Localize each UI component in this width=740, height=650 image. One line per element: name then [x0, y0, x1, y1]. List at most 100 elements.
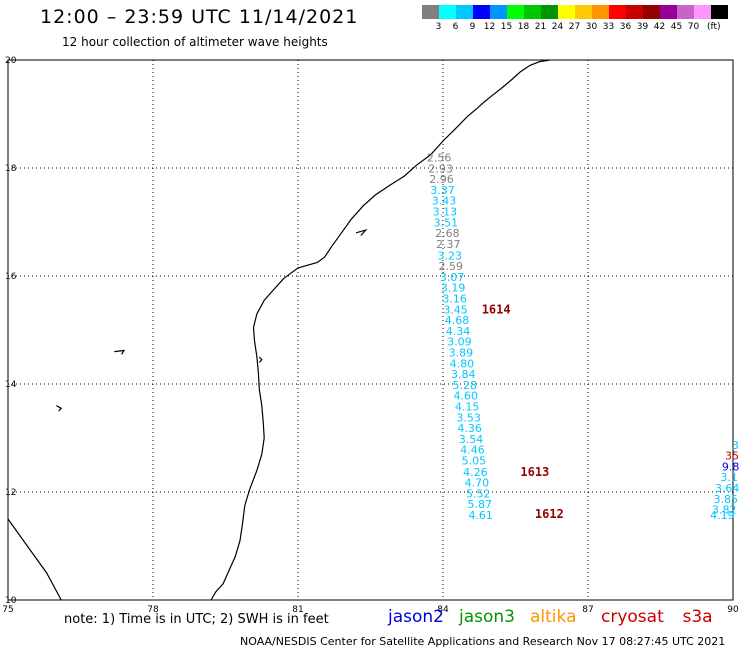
scale-swatch	[473, 5, 490, 19]
wave-height-label: 3	[732, 439, 739, 452]
scale-label: 27	[568, 22, 581, 32]
x-tick-label: 84	[437, 605, 449, 615]
scale-swatch	[558, 5, 575, 19]
scale-swatch	[677, 5, 694, 19]
scale-swatch	[694, 5, 711, 19]
wave-height-label: 2.93	[428, 162, 453, 175]
wave-height-label: 3.54	[459, 433, 484, 446]
scale-swatch	[422, 5, 439, 19]
wave-height-label: 3.82	[712, 504, 737, 517]
scale-label: 45	[670, 22, 683, 32]
wave-height-label: 3.84	[451, 368, 476, 381]
scale-label: 36	[619, 22, 632, 32]
wave-height-label: 9.8	[722, 460, 740, 473]
wave-height-label: 4.80	[450, 357, 475, 370]
wave-height-label: 3.51	[434, 216, 459, 229]
wave-height-label: 2.68	[435, 227, 460, 240]
pass-time-label: 1613	[520, 465, 549, 479]
y-tick-label: 10	[5, 596, 17, 606]
wave-height-label: 2.37	[436, 238, 461, 251]
scale-label: 24	[551, 22, 564, 32]
wave-height-label: 3.23	[438, 249, 463, 262]
wave-height-label: 4.61	[468, 509, 493, 522]
wave-height-label: 2.96	[429, 173, 454, 186]
map-title: 12:00 – 23:59 UTC 11/14/2021	[40, 6, 359, 28]
y-tick-label: 16	[5, 272, 17, 282]
coastline	[56, 405, 63, 412]
wave-height-label: 4.46	[460, 444, 485, 457]
scale-label: 9	[469, 22, 476, 32]
scale-swatch	[524, 5, 541, 19]
x-tick-label: 81	[292, 605, 303, 615]
coastline	[7, 518, 62, 601]
legend-item-jason2: jason2	[388, 607, 444, 627]
wave-height-label: 35	[725, 450, 739, 463]
wave-height-label: 3.85	[714, 493, 739, 506]
scale-swatch	[456, 5, 473, 19]
wave-height-label: 4.70	[465, 477, 490, 490]
scale-swatch	[609, 5, 626, 19]
y-tick-label: 20	[5, 56, 17, 66]
y-tick-label: 14	[5, 380, 17, 390]
y-tick-label: 12	[5, 488, 16, 498]
wave-height-label: 2.56	[427, 152, 452, 165]
scale-label: 18	[517, 22, 530, 32]
scale-label: 12	[483, 22, 496, 32]
scale-swatch	[626, 5, 643, 19]
scale-swatch	[660, 5, 677, 19]
legend-item-cryosat: cryosat	[601, 607, 664, 627]
wave-height-label: 5.52	[466, 487, 491, 500]
wave-height-label: 3.43	[432, 195, 457, 208]
footer-credit: NOAA/NESDIS Center for Satellite Applica…	[240, 635, 726, 648]
x-tick-label: 75	[2, 605, 13, 615]
map-frame	[7, 59, 734, 601]
legend-item-s3a: s3a	[682, 607, 713, 627]
scale-label: 39	[636, 22, 649, 32]
x-tick-label: 87	[582, 605, 593, 615]
wave-height-label: 5.28	[453, 379, 478, 392]
scale-swatch	[490, 5, 507, 19]
scale-swatch	[643, 5, 660, 19]
wave-height-label: 5.87	[467, 498, 492, 511]
scale-swatch	[439, 5, 456, 19]
color-scale	[422, 5, 728, 19]
scale-swatch	[575, 5, 592, 19]
scale-label: 3	[435, 22, 442, 32]
wave-height-label: 4.68	[445, 314, 470, 327]
wave-height-label: 4.36	[457, 422, 482, 435]
wave-height-label: 3.09	[447, 336, 472, 349]
scale-label: 21	[534, 22, 547, 32]
scale-label: 6	[452, 22, 459, 32]
wave-height-label: 3.89	[449, 346, 474, 359]
wave-height-label: 3.53	[456, 411, 481, 424]
scale-label: 70	[687, 22, 700, 32]
wave-height-label: 4.34	[446, 325, 471, 338]
wave-height-label: 3.64	[715, 482, 740, 495]
x-tick-label: 90	[727, 605, 739, 615]
scale-label: 15	[500, 22, 513, 32]
legend-item-altika: altika	[530, 607, 577, 627]
wave-height-label: 3.16	[442, 292, 467, 305]
wave-height-label: 4.60	[453, 390, 478, 403]
y-tick-label: 18	[5, 164, 17, 174]
pass-time-label: 1614	[482, 302, 511, 316]
scale-swatch	[592, 5, 609, 19]
scale-label: 33	[602, 22, 615, 32]
wave-height-label: 4.26	[463, 466, 488, 479]
legend-item-jason3: jason3	[459, 607, 515, 627]
wave-height-label: 3.37	[430, 184, 455, 197]
scale-swatch	[541, 5, 558, 19]
scale-unit: (ft)	[707, 22, 721, 32]
coastline	[114, 349, 126, 355]
pass-time-label: 1612	[535, 507, 564, 521]
coastline	[258, 356, 263, 363]
units-note: note: 1) Time is in UTC; 2) SWH is in fe…	[64, 612, 329, 627]
x-tick-label: 78	[147, 605, 159, 615]
wave-height-label: 3.13	[433, 206, 458, 219]
scale-swatch	[507, 5, 524, 19]
wave-height-label: 4.15	[455, 400, 480, 413]
wave-height-label: 3.45	[443, 303, 468, 316]
wave-height-label: 5.05	[462, 454, 487, 467]
wave-height-label: 3.07	[440, 271, 465, 284]
